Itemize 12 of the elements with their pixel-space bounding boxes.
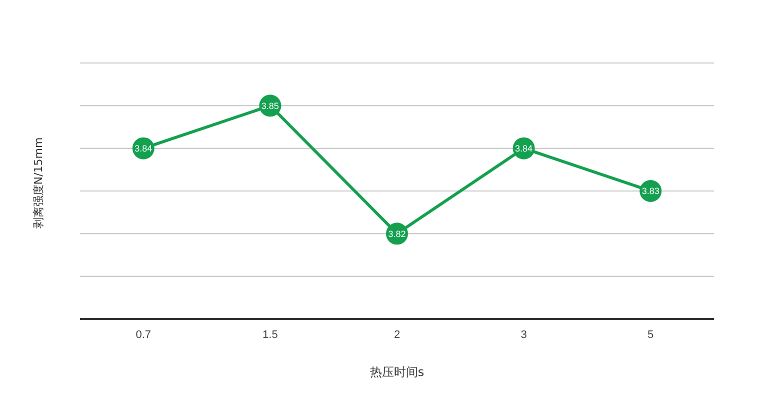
data-label: 3.83 (642, 186, 660, 196)
data-label: 3.84 (515, 143, 533, 154)
data-label: 3.85 (261, 100, 279, 111)
x-tick-label: 5 (648, 328, 654, 341)
x-tick-label: 0.7 (136, 328, 152, 341)
data-label: 3.84 (134, 143, 152, 154)
x-tick-label: 2 (394, 328, 400, 341)
data-label: 3.82 (388, 228, 406, 239)
x-tick-label: 1.5 (262, 328, 278, 341)
x-tick-label: 3 (520, 328, 527, 341)
y-axis-title: 剥离强度N/15mm (32, 137, 45, 229)
x-axis-title: 热压时间s (370, 365, 424, 380)
